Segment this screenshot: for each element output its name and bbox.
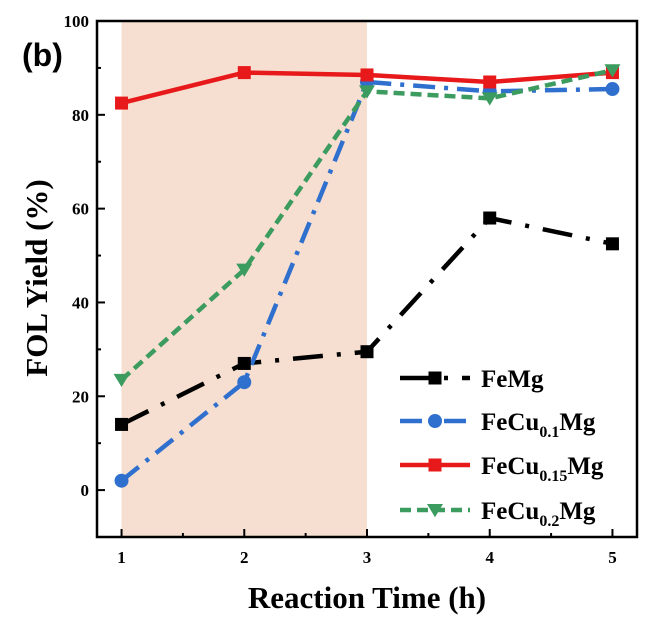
data-point-s3-3 bbox=[360, 68, 374, 82]
y-tick-label: 60 bbox=[72, 200, 89, 219]
data-point-s1-5 bbox=[605, 237, 619, 251]
data-point-s4-4 bbox=[481, 92, 498, 106]
legend: FeMg FeCu0.1Mg FeCu0.15Mg FeCu0.2Mg bbox=[400, 366, 604, 530]
series-markers bbox=[113, 64, 621, 488]
legend-label-1: FeMg bbox=[481, 366, 544, 393]
legend-label-2: FeCu0.1Mg bbox=[481, 409, 596, 441]
data-point-s1-2 bbox=[237, 356, 251, 370]
data-point-s3-4 bbox=[483, 75, 497, 89]
legend-marker-4 bbox=[427, 504, 443, 518]
y-tick-label: 80 bbox=[72, 106, 89, 125]
data-point-s4-2 bbox=[236, 263, 253, 277]
x-axis-ticks: 1 2 3 4 5 bbox=[117, 529, 617, 567]
data-point-s2-2 bbox=[237, 375, 252, 390]
data-point-s1-3 bbox=[360, 345, 374, 359]
legend-label-4: FeCu0.2Mg bbox=[481, 498, 596, 530]
x-tick-label: 3 bbox=[363, 548, 372, 567]
y-axis-ticks: 0 20 40 60 80 100 bbox=[64, 12, 105, 500]
y-axis-title: FOL Yield (%) bbox=[19, 179, 54, 376]
y-tick-label: 100 bbox=[64, 12, 90, 31]
shaded-region bbox=[121, 21, 367, 537]
data-point-s3-1 bbox=[115, 96, 129, 110]
x-tick-label: 5 bbox=[608, 548, 617, 567]
series-line-2 bbox=[120, 79, 613, 483]
y-tick-label: 0 bbox=[81, 481, 90, 500]
x-tick-label: 2 bbox=[240, 548, 249, 567]
legend-marker-3 bbox=[428, 458, 442, 472]
panel-label: (b) bbox=[22, 37, 63, 73]
data-point-s1-4 bbox=[483, 211, 497, 225]
x-tick-label: 4 bbox=[485, 548, 494, 567]
legend-marker-2 bbox=[428, 414, 442, 428]
x-tick-label: 1 bbox=[117, 548, 126, 567]
data-point-s4-1 bbox=[113, 373, 130, 388]
x-axis-title: Reaction Time (h) bbox=[248, 580, 486, 615]
data-point-s4-5 bbox=[604, 64, 621, 78]
y-tick-label: 40 bbox=[72, 293, 89, 312]
legend-label-3: FeCu0.15Mg bbox=[481, 453, 604, 485]
data-point-s1-1 bbox=[115, 417, 129, 431]
data-point-s4-3 bbox=[359, 85, 375, 99]
data-point-s3-2 bbox=[237, 66, 251, 80]
y-tick-label: 20 bbox=[72, 387, 89, 406]
data-point-s2-1 bbox=[114, 473, 129, 488]
legend-marker-1 bbox=[428, 371, 442, 385]
data-point-s2-5 bbox=[605, 82, 620, 97]
